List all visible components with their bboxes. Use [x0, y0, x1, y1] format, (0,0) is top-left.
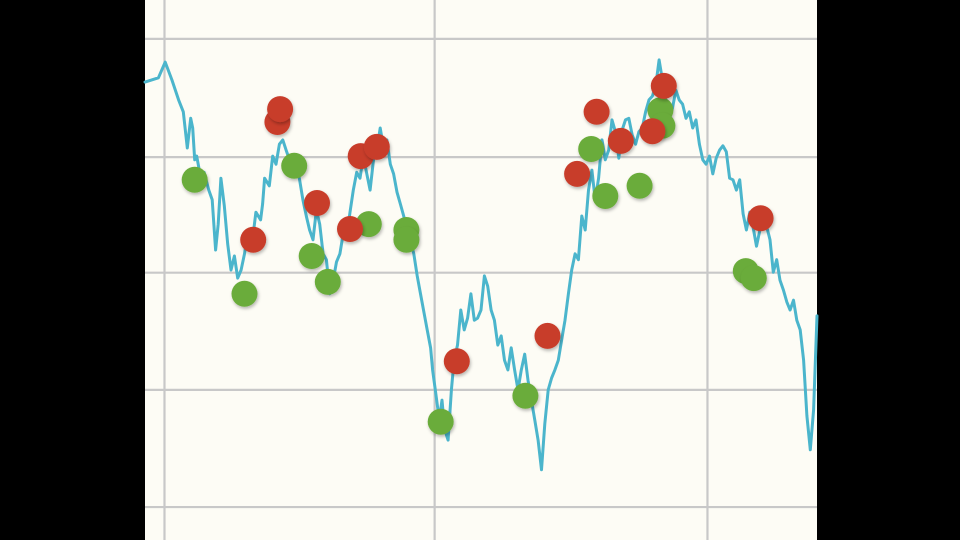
buy-marker [393, 226, 420, 253]
sell-marker [607, 127, 634, 154]
sell-marker [443, 348, 470, 375]
sell-marker [583, 98, 610, 125]
buy-marker [314, 268, 341, 295]
buy-marker [281, 152, 308, 179]
sell-marker [337, 216, 363, 242]
sell-marker [240, 226, 267, 253]
buy-marker [512, 382, 539, 409]
buy-marker [592, 183, 619, 209]
sell-marker [304, 190, 330, 216]
buy-marker [740, 265, 767, 292]
sell-marker [564, 160, 591, 187]
series-layer [143, 58, 819, 472]
buy-marker [231, 280, 258, 307]
buy-marker [181, 166, 208, 193]
buy-marker [578, 136, 605, 162]
plot-background [145, 0, 817, 540]
trade-markers [181, 72, 774, 435]
buy-marker [626, 172, 653, 199]
sell-marker [747, 205, 774, 232]
sell-marker [267, 96, 294, 123]
buy-marker [298, 243, 325, 269]
price-series-line [143, 58, 819, 472]
sell-marker [363, 133, 390, 160]
gridlines [145, 0, 817, 540]
sell-marker [639, 118, 666, 145]
buy-marker [427, 408, 454, 435]
sell-marker [650, 72, 677, 99]
sell-marker [534, 322, 561, 349]
